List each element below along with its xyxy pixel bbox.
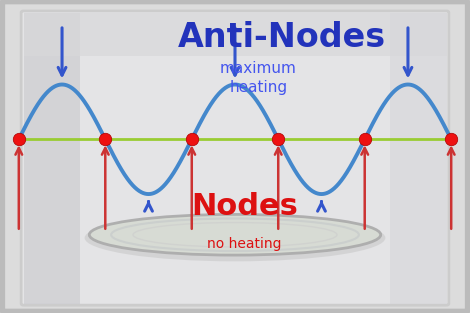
FancyBboxPatch shape — [2, 2, 468, 311]
Ellipse shape — [89, 214, 381, 255]
FancyBboxPatch shape — [24, 13, 80, 304]
Text: Nodes: Nodes — [191, 192, 298, 221]
Text: Anti-Nodes: Anti-Nodes — [178, 21, 386, 54]
Text: no heating: no heating — [207, 237, 282, 251]
Text: maximum
heating: maximum heating — [220, 61, 297, 95]
Ellipse shape — [85, 214, 385, 261]
FancyBboxPatch shape — [390, 13, 446, 304]
FancyBboxPatch shape — [24, 13, 446, 56]
FancyBboxPatch shape — [21, 11, 449, 305]
